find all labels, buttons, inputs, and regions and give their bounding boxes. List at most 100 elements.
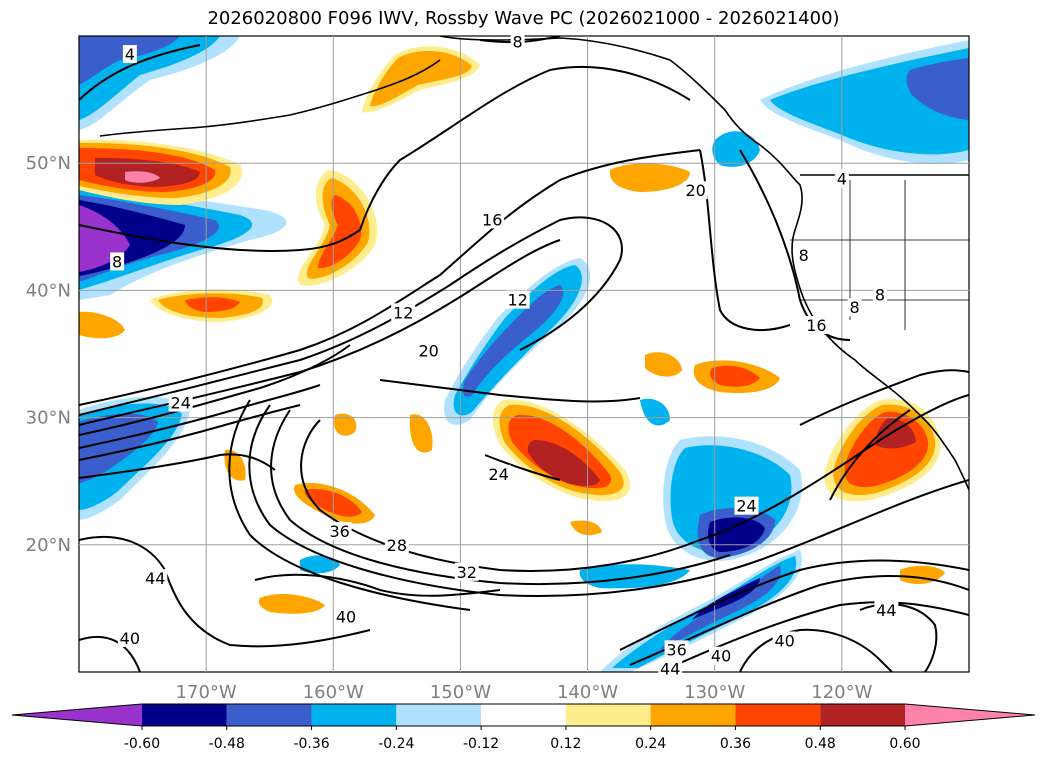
contour-label-bg (796, 246, 811, 265)
positive-anomaly-blob-2 (409, 414, 433, 453)
contour-line (270, 409, 731, 586)
contour-line (79, 453, 276, 479)
lon-tick-label: 150°W (430, 682, 491, 703)
contour-label: 44 (876, 601, 896, 620)
contour-label-bg (804, 316, 829, 335)
contour-label: 8 (849, 298, 859, 317)
negative-anomaly-130w-deep (708, 517, 765, 552)
contour-label: 40 (774, 631, 794, 650)
colorbar-tick-label: -0.36 (293, 736, 329, 752)
contour-line (79, 535, 371, 648)
lat-tick-label: 30°N (26, 408, 71, 429)
lon-tick-label: 140°W (557, 682, 618, 703)
lon-tick-label: 120°W (811, 682, 872, 703)
positive-anomaly-160w-red (318, 195, 362, 269)
contour-label: 24 (171, 394, 191, 413)
contour-label-bg (168, 393, 193, 412)
contour-label: 8 (799, 246, 809, 265)
contour-label: 20 (418, 341, 438, 360)
contour-label: 40 (120, 629, 140, 648)
contour-line (228, 399, 471, 611)
contour-label-bg (873, 285, 887, 304)
contour-label: 24 (736, 497, 756, 516)
contour-line (300, 394, 969, 572)
colorbar-swatch (142, 704, 227, 726)
colorbar-swatch (311, 704, 397, 726)
map-title: 2026020800 F096 IWV, Rossby Wave PC (202… (207, 8, 840, 29)
contour-line (484, 454, 561, 481)
contour-label-bg (454, 562, 479, 581)
contour-label-bg (486, 464, 511, 483)
colorbar-extend-max (905, 704, 1035, 726)
contour-label: 8 (112, 252, 122, 271)
contour-label: 16 (482, 210, 502, 229)
contour-label-bg (122, 45, 137, 64)
contour-label-bg (505, 290, 530, 309)
contour-label-bg (834, 169, 849, 188)
contour-line (379, 379, 641, 403)
contour-line (699, 149, 791, 331)
contour-label-bg (847, 298, 862, 317)
colorbar-swatch (565, 704, 651, 726)
positive-anomaly-blob-9 (570, 520, 602, 536)
positive-anomaly-blob-8-red (710, 365, 760, 387)
contour-label: 36 (666, 640, 686, 659)
contour-line (829, 409, 911, 501)
contour-label-bg (734, 496, 759, 515)
contour-label: 28 (387, 536, 407, 555)
contour-label: 44 (660, 659, 680, 678)
contour-label-bg (683, 181, 708, 200)
contour-label: 44 (145, 569, 165, 588)
colorbar-tick-label: -0.60 (124, 736, 160, 752)
contour-line (254, 573, 501, 597)
contour-line (248, 404, 969, 597)
contour-label-bg (664, 640, 689, 659)
negative-anomaly-coast (712, 131, 760, 167)
contour-line (739, 149, 851, 341)
border-states (790, 180, 969, 330)
positive-anomaly-blob-6 (609, 163, 690, 192)
lon-tick-label: 170°W (176, 682, 237, 703)
contour-line (79, 344, 351, 436)
contour-label-bg (384, 536, 409, 555)
negative-anomaly-sw1 (300, 555, 340, 574)
contour-label: 12 (393, 303, 413, 322)
colorbar-tick-label: 0.60 (889, 736, 920, 752)
contour-label: 12 (507, 291, 527, 310)
contour-line (79, 635, 141, 672)
colorbar-tick-label: 0.12 (550, 736, 581, 752)
contour-line (359, 65, 691, 231)
pc-shading (79, 36, 969, 672)
positive-anomaly-blob-1 (334, 413, 357, 436)
contour-label-bg (709, 646, 734, 665)
contour-label: 40 (336, 607, 356, 626)
contour-label: 36 (329, 522, 349, 541)
axis-ticks: 170°W 160°W 150°W 140°W 130°W 120°W 20°N 30°N 40… (26, 153, 873, 703)
contour-label-bg (510, 32, 525, 51)
contour-label: 4 (125, 45, 135, 64)
positive-anomaly-blob-5 (258, 594, 325, 614)
positive-anomaly-central-dark (527, 440, 600, 486)
contour-label-bg (334, 607, 358, 626)
colorbar-tick-label: -0.12 (463, 736, 499, 752)
contour-label: 8 (513, 32, 523, 51)
positive-anomaly-36n (79, 311, 125, 339)
colorbar-swatch (481, 704, 566, 726)
contour-line (79, 404, 301, 461)
negative-anomaly-central-inner (462, 285, 564, 397)
negative-anomaly-ncorner-inner (79, 36, 180, 85)
lon-tick-label: 160°W (303, 682, 364, 703)
contour-label-bg (874, 600, 899, 619)
contour-line (739, 628, 893, 672)
colorbar-tick-label: 0.36 (720, 736, 751, 752)
colorbar-swatch (820, 704, 905, 726)
colorbar-tick-label: -0.24 (378, 736, 414, 752)
lat-tick-label: 40°N (26, 280, 71, 301)
colorbar-tick-label: -0.48 (209, 736, 245, 752)
contour-label: 4 (837, 170, 847, 189)
contour-label: 24 (488, 465, 508, 484)
contour-label-bg (110, 252, 125, 271)
contour-label-bg (658, 659, 683, 678)
